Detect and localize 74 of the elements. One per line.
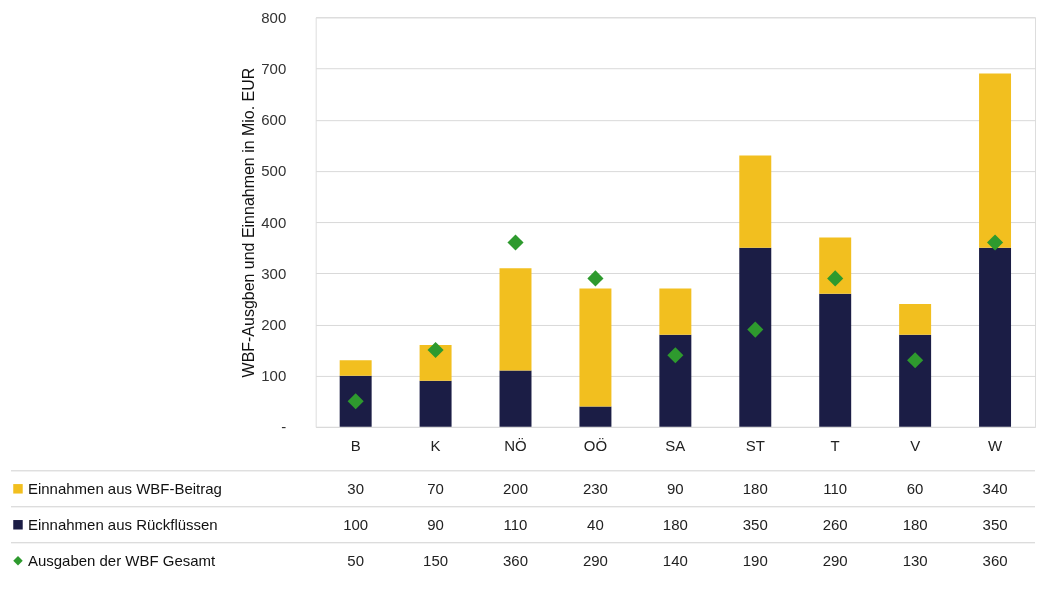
bar <box>899 303 932 335</box>
bar <box>339 375 372 427</box>
x-tick-label: B <box>350 437 361 455</box>
data-label: 260 <box>822 515 848 533</box>
data-label: 290 <box>822 551 848 569</box>
point <box>587 270 604 287</box>
bar <box>579 406 612 427</box>
point <box>667 347 684 364</box>
data-label: 360 <box>503 551 528 569</box>
x-tick-label: NÖ <box>504 437 527 455</box>
bar <box>419 380 452 427</box>
data-label: 140 <box>662 551 688 569</box>
data-label: 290 <box>582 551 608 569</box>
data-label: 90 <box>427 515 444 533</box>
data-label: 230 <box>582 479 608 497</box>
bar <box>899 334 932 427</box>
data-label: 100 <box>343 515 369 533</box>
bar <box>819 293 852 427</box>
data-label: 150 <box>423 551 449 569</box>
bar <box>499 268 532 371</box>
data-label: 180 <box>742 479 768 497</box>
y-tick-label: 600 <box>261 111 287 129</box>
x-tick-label: OÖ <box>583 437 608 455</box>
point <box>427 342 444 359</box>
data-label: 190 <box>742 551 768 569</box>
data-label: 70 <box>427 479 444 497</box>
x-tick-label: K <box>430 437 441 455</box>
y-tick-label: 300 <box>261 264 287 282</box>
point <box>827 270 844 287</box>
y-tick-label: 800 <box>261 8 287 26</box>
bar <box>739 155 772 248</box>
bar <box>979 247 1012 427</box>
y-tick-label: 200 <box>261 315 287 333</box>
bar <box>499 370 532 427</box>
bar <box>579 288 612 407</box>
data-label: 340 <box>982 479 1008 497</box>
point <box>747 321 764 338</box>
bar <box>659 288 692 335</box>
data-label: 360 <box>982 551 1008 569</box>
data-label: 60 <box>906 479 924 497</box>
data-label: 130 <box>902 551 928 569</box>
data-label: 350 <box>742 515 768 533</box>
legend-label: Ausgaben der WBF Gesamt <box>27 551 216 569</box>
data-label: 40 <box>587 515 604 533</box>
legend-label: Einnahmen aus WBF-Beitrag <box>27 479 222 497</box>
x-tick-label: V <box>910 437 921 455</box>
bar <box>339 360 372 376</box>
data-label: 180 <box>902 515 928 533</box>
point <box>907 352 924 369</box>
y-tick-label: 500 <box>261 162 287 180</box>
x-tick-label: SA <box>665 437 686 455</box>
data-label: 200 <box>503 479 528 497</box>
bar <box>739 247 772 427</box>
data-label: 90 <box>667 479 684 497</box>
x-tick-label: T <box>830 437 840 455</box>
bar <box>659 334 692 427</box>
data-label: 30 <box>347 479 364 497</box>
y-tick-label: - <box>281 418 287 436</box>
data-label: 110 <box>823 479 848 497</box>
y-axis-title: WBF-Ausgben und Einnahmen in Mio. EUR <box>240 67 258 378</box>
point <box>507 234 524 251</box>
point <box>986 234 1004 251</box>
y-tick-label: 400 <box>261 213 287 231</box>
x-tick-label: ST <box>745 437 765 455</box>
data-label: 110 <box>503 515 528 533</box>
x-tick-label: W <box>987 437 1003 455</box>
y-tick-label: 700 <box>261 59 287 77</box>
legend-label: Einnahmen aus Rückflüssen <box>27 515 218 533</box>
data-label: 50 <box>347 551 364 569</box>
data-label: 180 <box>662 515 688 533</box>
data-label: 350 <box>982 515 1008 533</box>
bar <box>819 237 852 294</box>
bar <box>979 73 1012 248</box>
y-tick-label: 100 <box>261 367 287 385</box>
